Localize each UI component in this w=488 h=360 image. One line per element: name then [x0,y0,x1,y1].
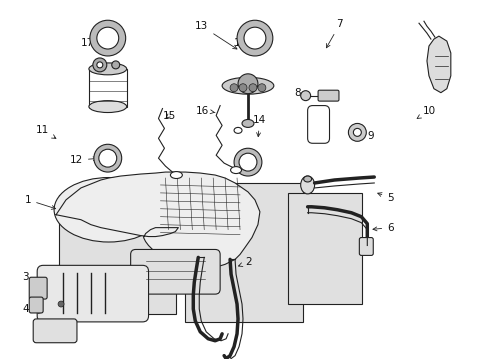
Ellipse shape [303,176,311,182]
FancyBboxPatch shape [37,265,148,322]
Ellipse shape [170,172,182,179]
FancyBboxPatch shape [33,319,77,343]
Text: 8: 8 [294,88,306,98]
Circle shape [230,84,238,92]
Circle shape [353,129,361,136]
Polygon shape [426,36,450,93]
Circle shape [239,153,256,171]
Bar [89,69,126,107]
Circle shape [257,84,265,92]
Circle shape [58,301,64,307]
Circle shape [97,62,102,68]
Polygon shape [56,172,260,267]
FancyBboxPatch shape [317,90,338,101]
Text: 15: 15 [162,111,175,121]
Circle shape [99,149,117,167]
Text: 2: 2 [238,257,251,267]
Circle shape [94,144,122,172]
Bar [287,193,362,304]
Text: 12: 12 [69,155,97,165]
Ellipse shape [54,177,163,242]
Text: 5: 5 [377,193,393,203]
Text: 13: 13 [195,21,236,49]
FancyBboxPatch shape [359,238,372,255]
Ellipse shape [222,77,273,94]
Ellipse shape [242,120,253,127]
Text: 9: 9 [360,131,373,141]
Text: 6: 6 [372,222,393,233]
FancyBboxPatch shape [29,297,43,313]
Circle shape [248,84,256,92]
Text: 14: 14 [252,116,265,136]
Circle shape [239,84,246,92]
Text: 3: 3 [22,272,45,284]
Circle shape [238,74,257,94]
Circle shape [244,27,265,49]
Text: 16: 16 [196,105,215,116]
Circle shape [234,148,262,176]
Ellipse shape [300,176,314,194]
Circle shape [90,20,125,56]
Text: 10: 10 [416,105,435,118]
FancyBboxPatch shape [130,249,220,294]
Ellipse shape [89,63,126,75]
Ellipse shape [234,127,242,133]
Ellipse shape [89,100,126,113]
Ellipse shape [230,167,241,174]
Ellipse shape [148,175,247,235]
Circle shape [347,123,366,141]
Text: 17: 17 [81,38,104,48]
Circle shape [112,61,120,69]
Bar [59,195,176,314]
Circle shape [300,91,310,100]
Bar [111,180,200,230]
Text: 4: 4 [22,304,42,314]
Text: 7: 7 [325,19,343,48]
Bar [185,183,302,322]
FancyBboxPatch shape [29,277,47,299]
FancyBboxPatch shape [307,105,329,143]
Text: 17: 17 [233,38,253,48]
Circle shape [97,27,119,49]
Circle shape [237,20,272,56]
Text: 11: 11 [36,125,56,138]
Circle shape [93,58,106,72]
Text: 1: 1 [24,195,56,209]
